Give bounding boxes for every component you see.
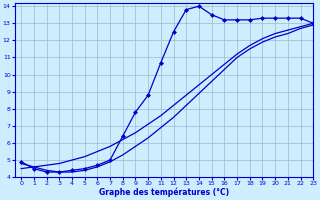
X-axis label: Graphe des températures (°C): Graphe des températures (°C)	[99, 188, 229, 197]
